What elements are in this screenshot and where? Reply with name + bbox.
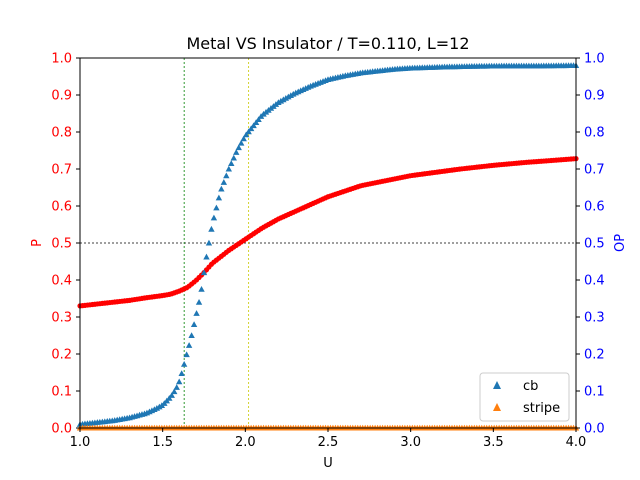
data-point-cb: [220, 179, 228, 185]
data-point-cb: [252, 119, 260, 126]
legend-box: [479, 372, 570, 422]
data-point-cb: [168, 392, 175, 398]
y-left-tick-label: 0.9: [51, 89, 72, 104]
y-left-tick-label: 0.6: [51, 200, 72, 215]
data-point-cb: [238, 139, 245, 146]
y-right-tick-label: 0.6: [584, 200, 605, 215]
data-point-cb: [180, 360, 188, 367]
x-tick-label: 2.0: [235, 435, 256, 450]
legend-marker-cb: [493, 381, 501, 389]
y-right-tick-label: 0.5: [584, 237, 605, 252]
y-right-tick-label: 0.0: [584, 422, 605, 437]
y-left-tick-label: 0.3: [51, 311, 72, 326]
y-axis-right-label: OP: [613, 234, 628, 252]
data-point-cb: [171, 388, 178, 395]
data-point-cb: [210, 214, 218, 221]
data-point-cb: [213, 204, 220, 211]
data-point-cb: [208, 225, 215, 232]
data-point-cb: [240, 135, 247, 142]
y-left-tick-label: 0.2: [51, 348, 72, 363]
data-point-cb: [195, 299, 203, 305]
data-point-cb: [205, 239, 213, 246]
y-axis-right-ticks: 0.0 0.1 0.2 0.3 0.4 0.5 0.6 0.7 0.8 0.9 1.0: [576, 52, 605, 437]
data-point-cb: [250, 122, 257, 129]
x-axis-label: U: [323, 456, 333, 471]
y-left-tick-label: 0.7: [51, 163, 72, 178]
data-marks: [76, 62, 580, 431]
data-point-cb: [230, 154, 237, 161]
data-point-cb: [188, 332, 195, 339]
data-point-cb: [203, 253, 210, 260]
y-left-tick-label: 0.5: [51, 237, 72, 252]
data-point-cb: [183, 351, 190, 358]
data-point-cb: [228, 160, 235, 167]
chart-title: Metal VS Insulator / T=0.110, L=12: [186, 34, 469, 53]
y-right-tick-label: 0.4: [584, 274, 605, 289]
x-tick-label: 3.5: [483, 435, 504, 450]
legend-marker-stripe: [493, 403, 501, 411]
data-point-cb: [233, 149, 240, 155]
data-point-cb: [178, 370, 185, 376]
data-point-cb: [193, 310, 200, 316]
x-tick-label: 4.0: [566, 435, 587, 450]
y-left-tick-label: 0.1: [51, 385, 72, 400]
y-left-tick-label: 0.0: [51, 422, 72, 437]
legend-label-stripe: stripe: [523, 401, 560, 416]
data-point-cb: [245, 128, 252, 135]
y-right-tick-label: 0.2: [584, 348, 605, 363]
data-point-cb: [215, 194, 223, 201]
legend: cb stripe: [479, 372, 570, 422]
data-point-cb: [242, 131, 250, 138]
x-tick-label: 2.5: [318, 435, 339, 450]
data-point-cb: [223, 172, 230, 179]
legend-label-cb: cb: [523, 379, 538, 394]
y-left-tick-label: 1.0: [51, 52, 72, 67]
data-point-cb: [218, 185, 225, 192]
data-point-cb: [173, 384, 180, 390]
x-tick-label: 1.0: [70, 435, 91, 450]
data-point-cb: [247, 125, 255, 132]
y-right-tick-label: 0.7: [584, 163, 605, 178]
y-right-tick-label: 1.0: [584, 52, 605, 67]
data-point-cb: [200, 269, 208, 276]
data-point-cb: [198, 286, 205, 292]
y-left-tick-label: 0.8: [51, 126, 72, 141]
data-point-cb: [235, 144, 242, 151]
x-tick-label: 1.5: [152, 435, 173, 450]
data-point-cb: [185, 342, 193, 348]
x-tick-label: 3.0: [400, 435, 421, 450]
y-axis-left-ticks: 0.0 0.1 0.2 0.3 0.4 0.5 0.6 0.7 0.8 0.9 1.0: [51, 52, 80, 437]
y-right-tick-label: 0.9: [584, 89, 605, 104]
data-point-cb: [176, 378, 183, 385]
y-left-tick-label: 0.4: [51, 274, 72, 289]
y-right-tick-label: 0.3: [584, 311, 605, 326]
data-point-cb: [255, 116, 262, 122]
y-axis-left-label: P: [30, 239, 45, 247]
x-axis-ticks: 1.0 1.5 2.0 2.5 3.0 3.5 4.0: [70, 428, 587, 450]
data-point-cb: [190, 321, 198, 327]
y-right-tick-label: 0.1: [584, 385, 605, 400]
data-point-cb: [166, 395, 173, 401]
data-point-cb: [225, 165, 232, 172]
y-right-tick-label: 0.8: [584, 126, 605, 141]
